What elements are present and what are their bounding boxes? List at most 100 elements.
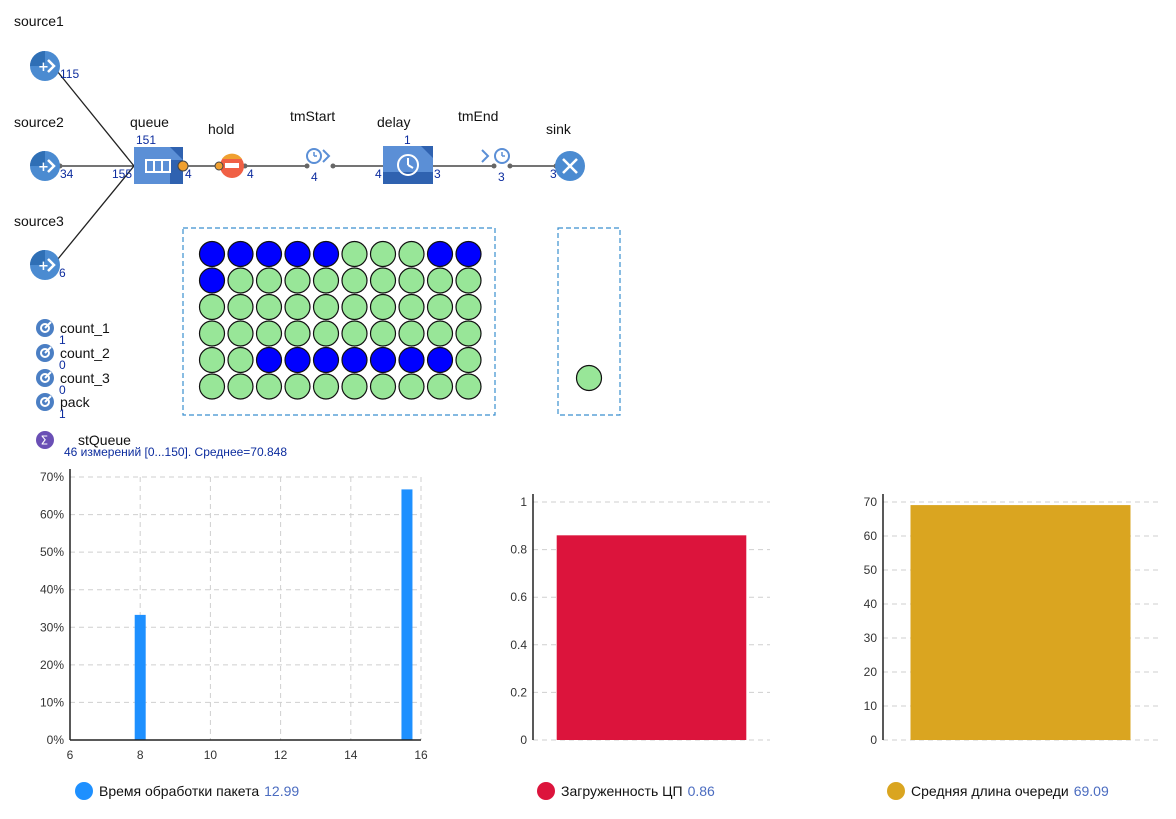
tmstart-count: 4 (311, 170, 318, 184)
counter-value: 0 (59, 358, 66, 372)
agent-blue (312, 240, 340, 268)
agent-green (312, 293, 340, 321)
count-3-icon[interactable] (36, 369, 54, 387)
agent-blue (455, 240, 482, 268)
agent-blue (255, 240, 283, 268)
legend-processing-time: Время обработки пакета 12.99 (75, 782, 299, 800)
agent-green (284, 320, 311, 347)
bar (401, 489, 413, 740)
legend-dot (537, 782, 555, 800)
delay-count-top: 1 (404, 133, 411, 147)
x-tick-label: 8 (137, 748, 144, 762)
counter-count-2: count_2 (58, 346, 110, 360)
agent-green (426, 373, 454, 400)
y-tick-label: 40 (864, 597, 878, 611)
agent-green (284, 267, 311, 294)
delay-animation-area (557, 227, 621, 416)
y-tick-label: 70 (864, 495, 878, 509)
delay-count-in: 4 (375, 167, 382, 181)
agent-green (255, 320, 283, 347)
y-tick-label: 10 (864, 699, 878, 713)
y-tick-label: 1 (520, 495, 527, 509)
agent-green (455, 373, 482, 400)
agent-green (575, 364, 603, 392)
queue-length-chart: 0 10 20 30 40 50 60 70 (864, 494, 1158, 747)
y-tick-label: 60 (864, 529, 878, 543)
agent-green (198, 320, 226, 347)
legend-dot (75, 782, 93, 800)
source1-icon[interactable]: + (30, 51, 60, 81)
sink-count: 3 (550, 167, 557, 181)
legend-name: Средняя длина очереди (911, 783, 1069, 799)
queue-agents (198, 240, 482, 400)
x-tick-label: 10 (204, 748, 218, 762)
svg-text:+: + (38, 259, 49, 274)
agent-green (341, 293, 368, 321)
bar (134, 614, 146, 740)
agent-blue (284, 240, 311, 268)
agent-green (312, 267, 340, 294)
agent-green (198, 293, 226, 321)
delay-icon[interactable] (383, 146, 433, 184)
agent-blue (426, 240, 454, 268)
x-tick-label: 16 (414, 748, 428, 762)
agent-green (341, 240, 368, 268)
hold-icon[interactable] (214, 153, 244, 178)
queue-animation-area (182, 227, 496, 416)
count-1-icon[interactable] (36, 319, 54, 337)
y-tick-label: 50% (40, 545, 64, 559)
sigma-icon[interactable]: Σ (36, 431, 54, 449)
agent-blue (398, 346, 425, 374)
agent-blue (284, 346, 311, 374)
tmstart-icon[interactable] (306, 148, 331, 164)
tmend-icon[interactable] (481, 148, 510, 164)
tmend-count: 3 (498, 170, 505, 184)
source3-count: 6 (59, 266, 66, 280)
sink-label: sink (546, 121, 571, 137)
agent-green (369, 293, 397, 321)
x-tick-label: 14 (344, 748, 358, 762)
queue-icon[interactable] (134, 147, 189, 184)
counter-pack: pack (58, 395, 90, 409)
legend-value: 0.86 (687, 783, 715, 799)
agent-green (398, 320, 425, 347)
count-2-icon[interactable] (36, 344, 54, 362)
agent-green (426, 320, 454, 347)
agent-green (255, 373, 283, 400)
agent-green (398, 373, 425, 400)
y-tick-label: 0% (47, 733, 65, 747)
agent-green (455, 293, 482, 321)
cpu-load-chart: 0 0.2 0.4 0.6 0.8 1 (510, 494, 770, 747)
counter-name: count_1 (60, 320, 110, 336)
queue-count-out: 4 (185, 167, 192, 181)
y-tick-label: 20 (864, 665, 878, 679)
agent-green (369, 240, 397, 268)
process-diagram: + + + (30, 51, 621, 449)
delay-label: delay (377, 114, 411, 130)
agent-green (198, 373, 226, 400)
sink-icon[interactable] (555, 151, 585, 181)
connectors (52, 65, 556, 266)
y-tick-label: 30% (40, 620, 64, 634)
agent-green (227, 346, 254, 374)
agent-green (312, 373, 340, 400)
agent-green (255, 267, 283, 294)
y-tick-label: 70% (40, 470, 64, 484)
source2-label: source2 (14, 114, 64, 130)
svg-text:Σ: Σ (41, 434, 49, 448)
agent-blue (426, 346, 454, 374)
pack-icon[interactable] (36, 393, 54, 411)
source2-icon[interactable]: + (30, 151, 60, 181)
bar (556, 535, 747, 740)
y-tick-label: 20% (40, 658, 64, 672)
hold-count: 4 (247, 167, 254, 181)
agent-blue (198, 267, 226, 294)
y-tick-label: 0.4 (510, 638, 527, 652)
delay-agents (575, 364, 603, 392)
agent-green (341, 267, 368, 294)
bar (910, 505, 1131, 740)
tmstart-label: tmStart (290, 108, 336, 124)
source3-icon[interactable]: + (30, 250, 60, 280)
svg-text:+: + (38, 60, 49, 75)
